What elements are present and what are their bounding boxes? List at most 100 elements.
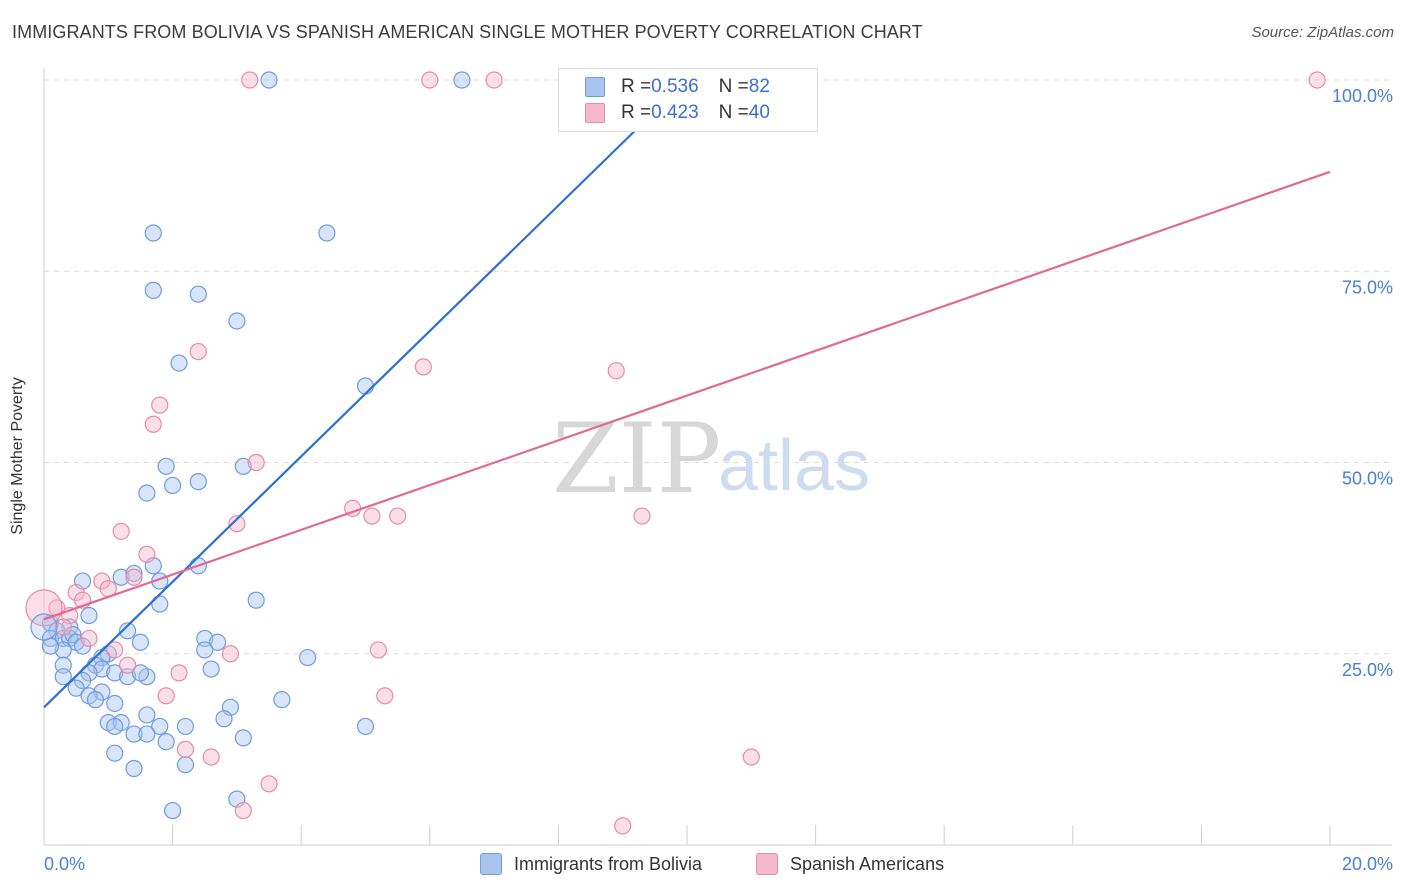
point-spanish [118,656,137,674]
point-spanish [376,687,394,705]
point-spanish [228,515,246,533]
stats-legend-row-spanish: R = 0.423 N = 40 [585,101,770,125]
r-label: R = [621,76,652,97]
point-spanish [414,358,432,376]
point-bolivia [299,648,317,667]
point-spanish [80,629,98,648]
trend-lines [43,79,1331,709]
point-bolivia [131,633,150,651]
point-spanish [157,687,175,705]
point-bolivia [151,595,169,613]
r-label: R = [621,102,652,123]
n-value: 40 [748,102,770,123]
point-bolivia [54,668,72,686]
point-bolivia [138,706,156,724]
point-spanish [369,641,387,659]
point-spanish [202,748,220,766]
point-spanish [144,415,162,433]
point-spanish [241,71,259,89]
point-spanish [742,748,760,766]
point-bolivia [125,759,143,778]
point-spanish [1308,71,1326,89]
gridlines [44,79,1392,655]
point-bolivia [164,801,182,820]
point-spanish [106,641,124,659]
point-bolivia [170,354,188,372]
n-label: N = [718,102,749,123]
legend-swatch-spanish [756,853,778,875]
point-bolivia [125,725,143,743]
axes [43,68,1392,846]
point-bolivia [318,224,336,242]
point-spanish [189,342,207,361]
point-bolivia [54,641,72,659]
point-bolivia [260,71,278,89]
point-bolivia [106,744,124,762]
point-bolivia [112,568,130,586]
n-value: 82 [748,76,770,97]
legend-swatch-bolivia [480,853,502,875]
point-bolivia [67,679,85,697]
point-spanish [138,545,156,563]
point-spanish [614,817,632,835]
legend-swatch-spanish [585,103,605,123]
point-spanish [221,645,240,663]
point-spanish [607,362,625,380]
point-spanish [54,618,72,636]
x-tick-label: 20.0% [1342,854,1393,874]
point-bolivia [234,457,252,475]
tick-labels: 25.0% 50.0% 75.0% 100.0% 0.0% 20.0% [44,86,1393,874]
r-value: 0.423 [651,102,699,123]
point-bolivia [356,717,375,736]
point-bolivia [247,591,265,609]
point-bolivia [93,660,111,678]
point-spanish [247,453,265,472]
point-bolivia [80,606,98,625]
point-bolivia [189,473,207,491]
point-spanish [389,507,407,525]
point-bolivia [196,641,214,659]
point-spanish [112,522,130,540]
point-bolivia [215,710,233,728]
point-bolivia [151,717,169,736]
legend-label-bolivia: Immigrants from Bolivia [514,853,703,874]
watermark: ZIP atlas [552,403,870,515]
point-bolivia [86,691,105,709]
point-bolivia [125,564,143,583]
legend-swatch-bolivia [585,77,605,97]
point-spanish [260,775,278,793]
point-bolivia [189,285,207,303]
trend-line-spanish [43,170,1331,621]
r-value: 0.536 [651,76,699,97]
chart-title: IMMIGRANTS FROM BOLIVIA VS SPANISH AMERI… [12,22,923,42]
legend-label-spanish: Spanish Americans [790,853,945,874]
point-spanish [421,71,439,89]
point-bolivia [106,717,124,736]
point-bolivia [234,729,252,747]
point-bolivia [176,756,195,774]
point-spanish [363,507,381,525]
point-bolivia [356,377,375,395]
y-tick-label: 100.0% [1332,86,1393,106]
watermark-atlas: atlas [718,426,870,506]
x-tick-label: 0.0% [44,854,85,874]
point-bolivia [131,664,150,682]
point-bolivia [106,694,124,713]
legend-item-spanish: Spanish Americans [756,852,944,876]
point-bolivia [144,224,162,242]
stats-legend-row-bolivia: R = 0.536 N = 82 [585,75,770,99]
point-spanish [485,71,503,89]
point-bolivia [144,281,162,299]
trend-line-bolivia [43,79,688,709]
point-bolivia [118,622,137,640]
point-spanish [633,507,651,525]
source-credit: Source: ZipAtlas.com [1251,24,1394,41]
point-bolivia [453,71,471,89]
point-bolivia [164,476,182,495]
point-spanish [151,396,169,414]
point-bolivia [176,717,195,736]
point-bolivia-cluster [30,613,58,641]
point-bolivia [209,633,227,651]
point-bolivia [273,691,291,709]
